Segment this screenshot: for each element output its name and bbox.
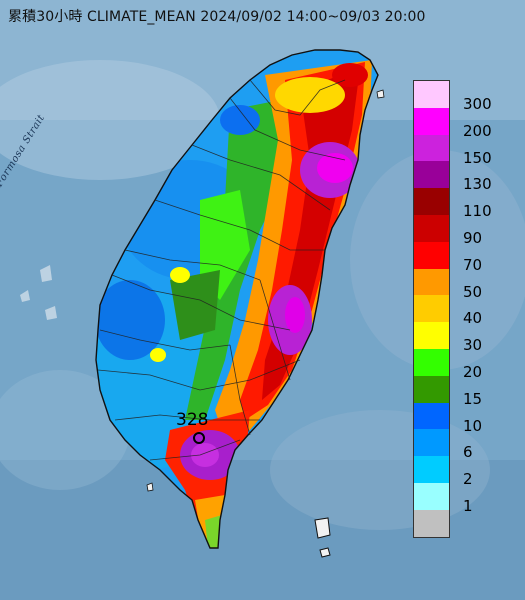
legend-swatch bbox=[414, 161, 449, 189]
legend-swatch bbox=[414, 81, 449, 108]
legend-swatch bbox=[414, 241, 449, 269]
max-value-marker-icon bbox=[193, 432, 205, 444]
legend-label: 40 bbox=[463, 309, 483, 328]
legend-label: 2 bbox=[463, 470, 473, 489]
legend-swatch bbox=[414, 268, 449, 296]
legend-swatch bbox=[414, 375, 449, 403]
legend-swatch bbox=[414, 482, 449, 510]
legend-swatch bbox=[414, 456, 449, 483]
legend-swatch bbox=[414, 509, 449, 537]
legend-label: 10 bbox=[463, 416, 483, 435]
legend-label: 130 bbox=[463, 175, 492, 194]
legend-swatch bbox=[414, 188, 449, 215]
max-value-label: 328 bbox=[176, 410, 209, 430]
legend-label: 20 bbox=[463, 363, 483, 381]
map-title: 累積30小時 CLIMATE_MEAN 2024/09/02 14:00~09/… bbox=[8, 9, 426, 25]
legend-swatch bbox=[414, 107, 449, 135]
legend-swatch bbox=[414, 214, 449, 242]
legend-swatch bbox=[414, 134, 449, 162]
legend-label: 1 bbox=[463, 497, 473, 515]
legend-label: 6 bbox=[463, 443, 473, 462]
legend-swatch bbox=[414, 429, 449, 457]
legend-label: 200 bbox=[463, 121, 492, 140]
legend-label: 15 bbox=[463, 389, 483, 408]
legend-label: 300 bbox=[463, 95, 492, 113]
legend-label: 150 bbox=[463, 148, 492, 167]
legend-swatch bbox=[414, 402, 449, 430]
color-legend bbox=[413, 80, 450, 538]
legend-swatch bbox=[414, 348, 449, 376]
legend-label: 90 bbox=[463, 229, 483, 247]
legend-label: 110 bbox=[463, 202, 492, 221]
legend-swatch bbox=[414, 322, 449, 349]
legend-label: 70 bbox=[463, 255, 483, 274]
legend-swatch bbox=[414, 295, 449, 323]
legend-label: 30 bbox=[463, 336, 483, 355]
legend-label: 50 bbox=[463, 282, 483, 301]
